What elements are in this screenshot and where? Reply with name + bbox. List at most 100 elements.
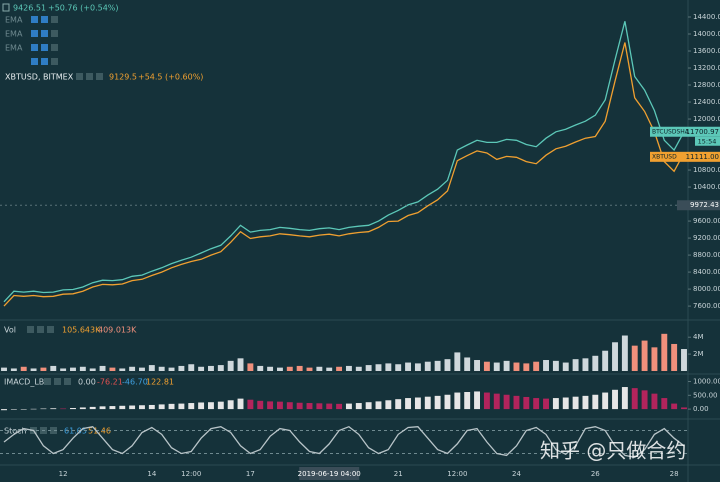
- icon[interactable]: [41, 30, 48, 37]
- icon[interactable]: [41, 44, 48, 51]
- icon[interactable]: [64, 378, 71, 385]
- bar: [552, 398, 559, 410]
- bar: [40, 408, 47, 410]
- y-tick-label: 10400.00: [693, 183, 720, 191]
- legend: 9426.51 +50.76 (+0.54%) EMA EMA EMA XBTU…: [2, 3, 203, 82]
- bar: [1, 367, 7, 371]
- icon[interactable]: [41, 58, 48, 65]
- bar: [582, 395, 589, 410]
- study-title: IMACD_LB: [4, 378, 44, 387]
- y-tick-label: 2M: [693, 350, 704, 358]
- bar: [20, 409, 27, 410]
- volume-legend: Vol 105.643K 409.013K: [4, 326, 137, 335]
- reading: 0.00: [78, 378, 96, 387]
- icon[interactable]: [31, 44, 38, 51]
- crosshair-label: 9972.43: [690, 201, 719, 209]
- bar: [533, 398, 540, 410]
- y-tick-label: 14400.00: [693, 13, 720, 21]
- bar: [651, 347, 658, 371]
- x-label-highlight: [299, 467, 360, 480]
- icon[interactable]: [51, 30, 58, 37]
- bar: [434, 395, 441, 410]
- bar: [316, 366, 323, 371]
- y-tick-label: 13200.00: [693, 64, 720, 72]
- icon[interactable]: [54, 378, 61, 385]
- icon[interactable]: [50, 427, 57, 434]
- bar: [276, 401, 283, 410]
- y-tick-label: 500.00: [693, 391, 718, 399]
- bar: [405, 362, 412, 371]
- bar: [375, 364, 382, 371]
- bar: [296, 365, 303, 371]
- x-tick-label: 26: [591, 470, 600, 478]
- bar: [276, 367, 283, 371]
- bar: [89, 406, 96, 410]
- icon[interactable]: [31, 16, 38, 23]
- bar: [30, 408, 37, 410]
- reading: 122.81: [146, 378, 174, 387]
- bar: [641, 390, 648, 410]
- icon[interactable]: [44, 378, 51, 385]
- icon[interactable]: [51, 58, 58, 65]
- bar: [681, 407, 687, 410]
- icon[interactable]: [31, 58, 38, 65]
- bar: [326, 403, 333, 410]
- series-line: [3, 42, 685, 307]
- bar: [375, 401, 382, 410]
- icon[interactable]: [86, 73, 93, 80]
- bar: [168, 367, 175, 371]
- icon[interactable]: [27, 326, 34, 333]
- reading: -46.70: [122, 378, 148, 387]
- bar: [592, 355, 599, 371]
- icon[interactable]: [31, 30, 38, 37]
- x-tick-label: 12:00: [181, 470, 201, 478]
- bar: [671, 403, 678, 410]
- bar: [306, 367, 313, 371]
- change: +50.76 (+0.54%): [48, 4, 119, 13]
- icon[interactable]: [51, 16, 58, 23]
- bar: [168, 403, 175, 410]
- x-tick-label: 17: [246, 470, 255, 478]
- bar: [336, 403, 343, 410]
- bar: [552, 360, 559, 371]
- icon[interactable]: [51, 44, 58, 51]
- bar: [286, 366, 293, 371]
- bar: [562, 362, 569, 371]
- y-tick-label: 9200.00: [693, 234, 720, 242]
- bar: [562, 397, 569, 410]
- x-tick-label: 14: [147, 470, 156, 478]
- bar: [227, 360, 234, 371]
- bar: [217, 365, 224, 371]
- bar: [405, 398, 412, 410]
- series-line: [3, 425, 685, 458]
- bar: [148, 365, 155, 371]
- bar: [257, 365, 264, 371]
- bar: [119, 405, 126, 410]
- bar: [444, 359, 451, 371]
- bar: [483, 392, 490, 410]
- macd-legend: IMACD_LB 0.00 -76.21 -46.70 122.81: [4, 378, 174, 387]
- bar: [621, 335, 628, 371]
- y-tick-label: 0.00: [693, 405, 709, 413]
- bar: [89, 368, 96, 371]
- bar: [582, 358, 589, 371]
- bar: [503, 394, 510, 410]
- icon[interactable]: [37, 326, 44, 333]
- bar: [631, 388, 638, 410]
- bar: [434, 360, 441, 371]
- bar: [641, 340, 648, 371]
- icon[interactable]: [96, 73, 103, 80]
- bar: [365, 365, 372, 371]
- bar: [79, 366, 86, 371]
- icon[interactable]: [47, 326, 54, 333]
- bar: [513, 395, 520, 410]
- symbol-quote: 9129.5: [109, 73, 137, 82]
- icon[interactable]: [76, 73, 83, 80]
- icon[interactable]: [41, 16, 48, 23]
- bar: [296, 402, 303, 410]
- y-tick-label: 13600.00: [693, 47, 720, 55]
- bar: [493, 393, 500, 410]
- bar: [50, 408, 57, 410]
- bar: [474, 360, 480, 371]
